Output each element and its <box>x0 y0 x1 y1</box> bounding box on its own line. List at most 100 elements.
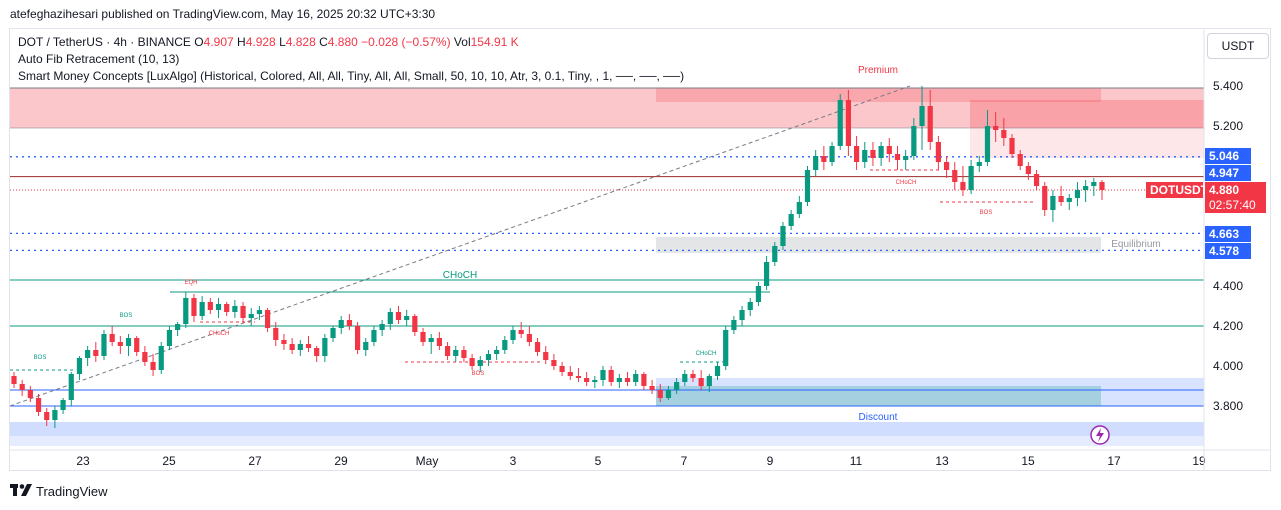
candle-body <box>665 390 672 398</box>
candle-body <box>289 344 295 350</box>
candle-body <box>461 350 467 358</box>
x-tick-label: 27 <box>248 454 262 468</box>
candle-body <box>52 410 58 420</box>
volume-label: Vol <box>453 35 471 49</box>
candle-body <box>1001 130 1007 138</box>
candle-body <box>780 226 786 246</box>
candle-body <box>837 100 843 146</box>
candle-body <box>943 162 950 170</box>
x-tick-label: 9 <box>767 454 774 468</box>
candle-body <box>453 350 459 356</box>
structure-label: BOS <box>980 210 993 216</box>
equilibrium-zone <box>656 237 1101 253</box>
candle-body <box>935 142 941 162</box>
candle-body <box>674 382 680 390</box>
low-value: 4.828 <box>285 35 316 49</box>
candle-body <box>649 386 655 390</box>
symbol-tag: DOTUSDT <box>1146 182 1208 198</box>
candle-body <box>911 126 917 156</box>
indicator-smc[interactable]: Smart Money Concepts [LuxAlgo] (Historic… <box>18 69 685 83</box>
candle-body <box>821 156 827 162</box>
structure-label: BOS <box>34 355 47 361</box>
candle-body <box>27 390 33 398</box>
candle-body <box>346 320 352 326</box>
candle-body <box>273 328 279 340</box>
equilibrium-label: Equilibrium <box>1111 239 1160 250</box>
candle-body <box>256 310 263 314</box>
brand-label: TradingView <box>36 484 108 499</box>
candle-body <box>387 312 393 324</box>
candle-body <box>158 346 164 370</box>
footer-brand[interactable]: TradingView <box>10 484 108 499</box>
candle-body <box>788 214 794 226</box>
candle-body <box>968 166 974 190</box>
candle-body <box>199 302 205 316</box>
candle-body <box>1083 186 1089 190</box>
candle-body <box>624 378 631 382</box>
symbol-label[interactable]: DOT / TetherUS · 4h · BINANCE <box>18 35 191 49</box>
candle-body <box>567 372 573 376</box>
indicator-fib[interactable]: Auto Fib Retracement (10, 13) <box>18 52 180 66</box>
structure-label: CHoCH <box>896 180 917 186</box>
x-tick-label: 5 <box>595 454 602 468</box>
structure-label: EQH <box>184 280 197 286</box>
candle-body <box>1091 182 1097 186</box>
candle-body <box>134 338 140 352</box>
x-tick-label: 19 <box>1192 454 1206 468</box>
close-label: C <box>319 35 328 49</box>
candle-body <box>232 306 238 312</box>
candle-body <box>76 358 83 374</box>
candle-body <box>796 202 802 214</box>
discount-label: Discount <box>859 412 898 423</box>
candle-body <box>109 334 115 342</box>
candle-body <box>690 374 696 378</box>
currency-button[interactable]: USDT <box>1207 33 1269 59</box>
candle-body <box>1042 186 1048 210</box>
candle-body <box>477 360 483 366</box>
candle-body <box>371 330 377 342</box>
candle-body <box>142 352 148 362</box>
candle-body <box>845 100 852 146</box>
candle-body <box>502 340 508 350</box>
y-tick-label: 4.400 <box>1213 279 1243 293</box>
candle-body <box>93 350 99 356</box>
lightning-bolt-icon <box>1096 428 1104 442</box>
candle-body <box>600 370 606 380</box>
candle-body <box>526 334 532 342</box>
candle-body <box>404 316 410 320</box>
fib-badge-4578: 4.578 <box>1205 243 1251 259</box>
candle-body <box>878 146 884 158</box>
candle-body <box>314 348 320 356</box>
candle-body <box>191 298 197 316</box>
candle-body <box>804 170 811 202</box>
candle-body <box>584 378 590 382</box>
candle-body <box>993 126 999 130</box>
candle-body <box>575 376 582 378</box>
candle-body <box>633 374 639 382</box>
premium-label: Premium <box>858 65 898 76</box>
candle-body <box>395 312 402 320</box>
candle-body <box>19 384 25 390</box>
candle-body <box>420 332 426 342</box>
candle-body <box>1050 196 1056 210</box>
candle-body <box>952 170 958 182</box>
candle-body <box>101 334 107 356</box>
candle-body <box>379 324 385 330</box>
high-label: H <box>237 35 246 49</box>
candle-body <box>85 350 91 358</box>
candle-body <box>829 146 835 162</box>
candle-body <box>755 286 762 302</box>
structure-label: BOS <box>472 371 485 377</box>
x-tick-label: 17 <box>1107 454 1121 468</box>
x-tick-label: 23 <box>76 454 90 468</box>
candle-body <box>363 342 369 350</box>
candle-body <box>641 374 647 386</box>
candle-body <box>150 362 156 370</box>
candle-body <box>551 360 557 366</box>
candle-body <box>723 330 729 366</box>
candle-body <box>240 306 246 318</box>
candle-body <box>207 302 213 310</box>
candle-body <box>559 366 565 372</box>
candle-body <box>35 398 42 412</box>
